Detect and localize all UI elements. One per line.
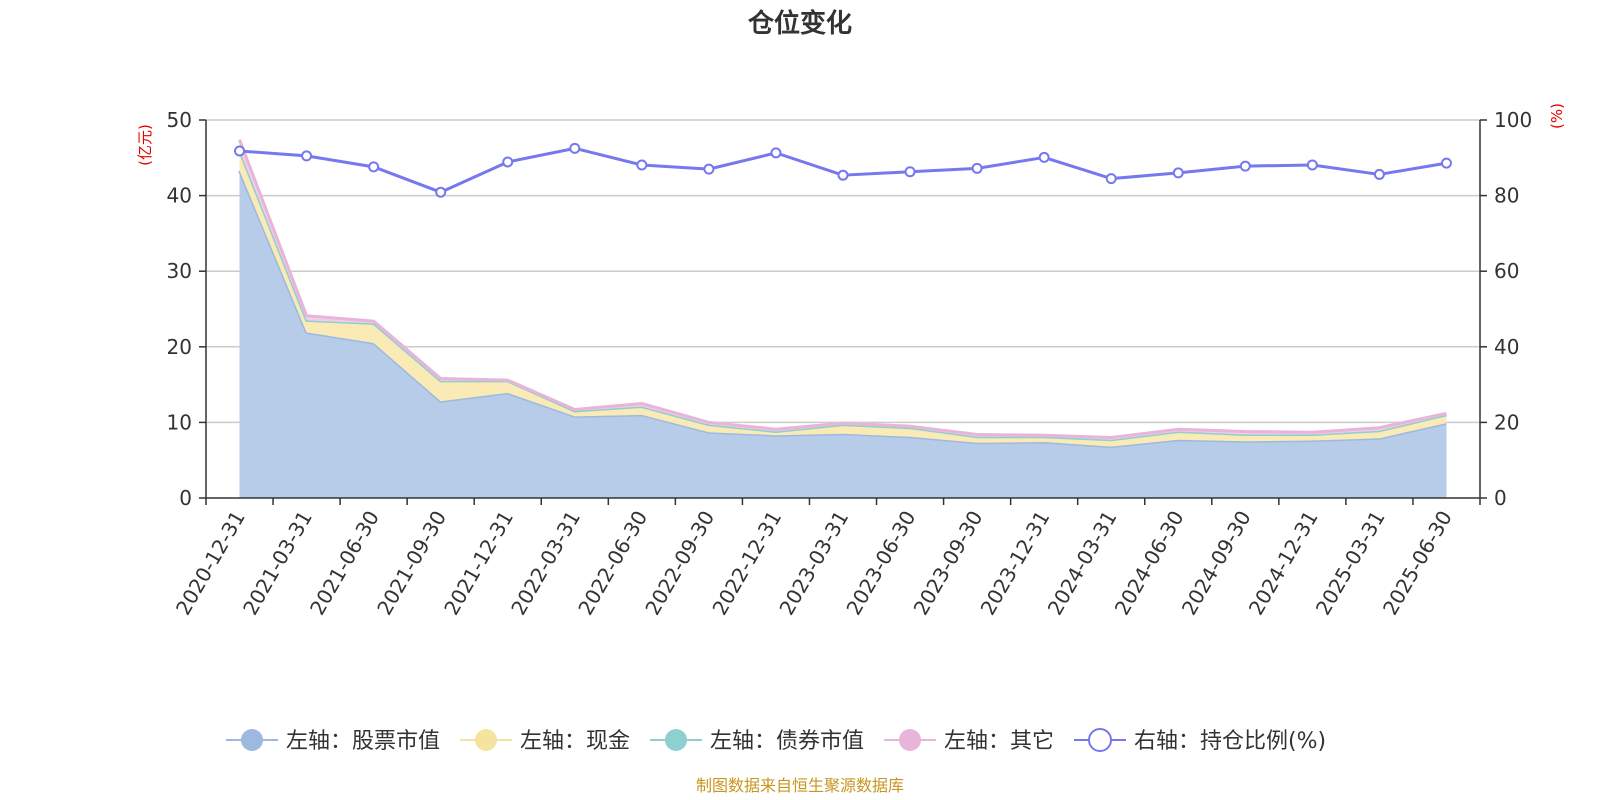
x-tick-label: 2024-12-31 — [1244, 507, 1323, 620]
grid-lines — [206, 119, 1480, 424]
legend-item[interactable]: 左轴：现金 — [460, 729, 630, 754]
x-tick-label: 2023-09-30 — [909, 507, 988, 620]
holding-ratio-point — [1239, 160, 1251, 172]
legend-label: 左轴：其它 — [944, 729, 1054, 754]
right-axis-unit: (%) — [1548, 103, 1566, 129]
holding-ratio-point — [1172, 167, 1184, 179]
left-tick-label: 50 — [167, 108, 192, 132]
legend-item[interactable]: 右轴：持仓比例(%) — [1074, 728, 1326, 754]
x-tick-label: 2022-12-31 — [707, 507, 786, 620]
area-左轴-股票市值 — [239, 170, 1447, 499]
x-tick-label: 2023-06-30 — [841, 507, 920, 620]
legend-label: 左轴：债券市值 — [710, 729, 864, 754]
holding-ratio-point — [703, 163, 715, 175]
x-tick-label: 2025-06-30 — [1378, 507, 1457, 620]
holding-ratio-point — [770, 147, 782, 159]
data-source-note: 制图数据来自恒生聚源数据库 — [696, 776, 904, 795]
x-tick-label: 2021-12-31 — [439, 507, 518, 620]
chart-title: 仓位变化 — [747, 8, 852, 39]
x-tick-label: 2023-12-31 — [976, 507, 1055, 620]
x-tick-label: 2023-03-31 — [774, 507, 853, 620]
x-tick-label: 2022-09-30 — [640, 507, 719, 620]
left-tick-label: 30 — [167, 259, 192, 283]
hollow-circle-icon — [1088, 728, 1112, 752]
legend-label: 左轴：股票市值 — [286, 729, 440, 754]
x-tick-label: 2024-06-30 — [1110, 507, 1189, 620]
left-axis-unit: (亿元) — [136, 124, 154, 166]
left-tick-label: 0 — [179, 486, 192, 510]
legend-item[interactable]: 左轴：股票市值 — [226, 729, 440, 754]
line-series — [234, 142, 1452, 198]
x-tick-label: 2024-03-31 — [1043, 507, 1122, 620]
legend-label: 右轴：持仓比例(%) — [1134, 729, 1326, 754]
filled-circle-icon — [899, 729, 921, 751]
right-tick-label: 100 — [1494, 108, 1532, 132]
holding-ratio-point — [435, 186, 447, 198]
holding-ratio-point — [837, 169, 849, 181]
holding-ratio-point — [502, 156, 514, 168]
legend-item[interactable]: 左轴：债券市值 — [650, 729, 864, 754]
holding-ratio-point — [1373, 168, 1385, 180]
right-tick-label: 20 — [1494, 410, 1519, 434]
filled-circle-icon — [475, 729, 497, 751]
x-tick-label: 2022-03-31 — [506, 507, 585, 620]
holding-ratio-point — [368, 161, 380, 173]
area-左轴-其它-edge — [238, 139, 1447, 440]
right-tick-label: 40 — [1494, 335, 1519, 359]
holding-ratio-point — [301, 150, 313, 162]
holding-ratio-point — [904, 166, 916, 178]
holding-ratio-point — [1306, 159, 1318, 171]
x-tick-label: 2021-09-30 — [372, 507, 451, 620]
holding-ratio-point — [569, 142, 581, 154]
area-series — [238, 139, 1447, 499]
x-tick-label: 2020-12-31 — [171, 507, 250, 620]
right-tick-label: 0 — [1494, 486, 1507, 510]
legend: 左轴：股票市值 左轴：现金 左轴：债券市值 左轴：其它 右轴：持仓比例(%) — [226, 728, 1326, 754]
legend-label: 左轴：现金 — [520, 729, 630, 754]
holding-ratio-point — [234, 145, 246, 157]
filled-circle-icon — [665, 729, 687, 751]
x-tick-label: 2024-09-30 — [1177, 507, 1256, 620]
right-tick-label: 60 — [1494, 259, 1519, 283]
legend-item[interactable]: 左轴：其它 — [884, 729, 1054, 754]
holding-ratio-point — [1038, 151, 1050, 163]
x-tick-label: 2021-06-30 — [305, 507, 384, 620]
x-tick-label: 2021-03-31 — [238, 507, 317, 620]
left-tick-label: 20 — [167, 335, 192, 359]
holding-ratio-point — [1105, 173, 1117, 185]
holding-ratio-point — [1440, 157, 1452, 169]
holding-ratio-point — [971, 162, 983, 174]
right-tick-label: 80 — [1494, 184, 1519, 208]
x-tick-label: 2022-06-30 — [573, 507, 652, 620]
holding-ratio-point — [636, 159, 648, 171]
left-tick-label: 40 — [167, 184, 192, 208]
filled-circle-icon — [241, 729, 263, 751]
left-tick-label: 10 — [167, 410, 192, 434]
x-tick-label: 2025-03-31 — [1311, 507, 1390, 620]
